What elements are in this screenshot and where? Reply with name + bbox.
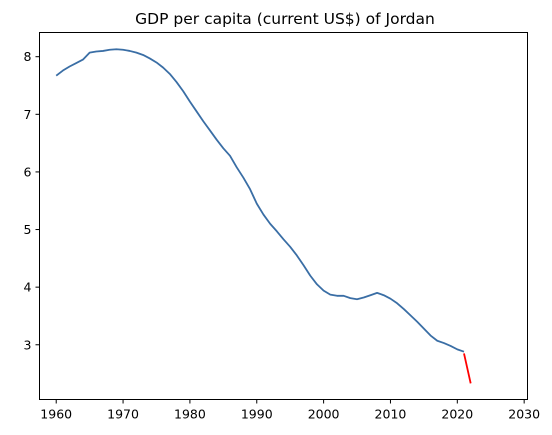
series-line-0 (55, 48, 465, 353)
y-tick-label: 4 (24, 280, 32, 295)
plot-frame (39, 32, 528, 400)
x-tick-label: 1980 (174, 407, 206, 422)
x-axis: 1960 1970 1980 1990 2000 2010 2020 2030 (40, 399, 540, 422)
x-tick-label: 1960 (40, 407, 72, 422)
x-tick-label: 2000 (308, 407, 340, 422)
y-tick-label: 3 (24, 337, 32, 352)
x-tick-label: 2010 (375, 407, 407, 422)
x-tick-label: 1970 (107, 407, 139, 422)
x-tick-label: 2030 (508, 407, 540, 422)
y-axis: 3 4 5 6 7 8 (24, 49, 40, 352)
y-tick-label: 7 (24, 107, 32, 122)
x-tick-label: 2020 (441, 407, 473, 422)
y-tick-label: 8 (24, 49, 32, 64)
series-line-1 (463, 353, 472, 384)
y-tick-label: 6 (24, 164, 32, 179)
x-tick-label: 1990 (241, 407, 273, 422)
chart-title: GDP per capita (current US$) of Jordan (135, 10, 435, 28)
series-layer (55, 48, 472, 384)
y-tick-label: 5 (24, 222, 32, 237)
